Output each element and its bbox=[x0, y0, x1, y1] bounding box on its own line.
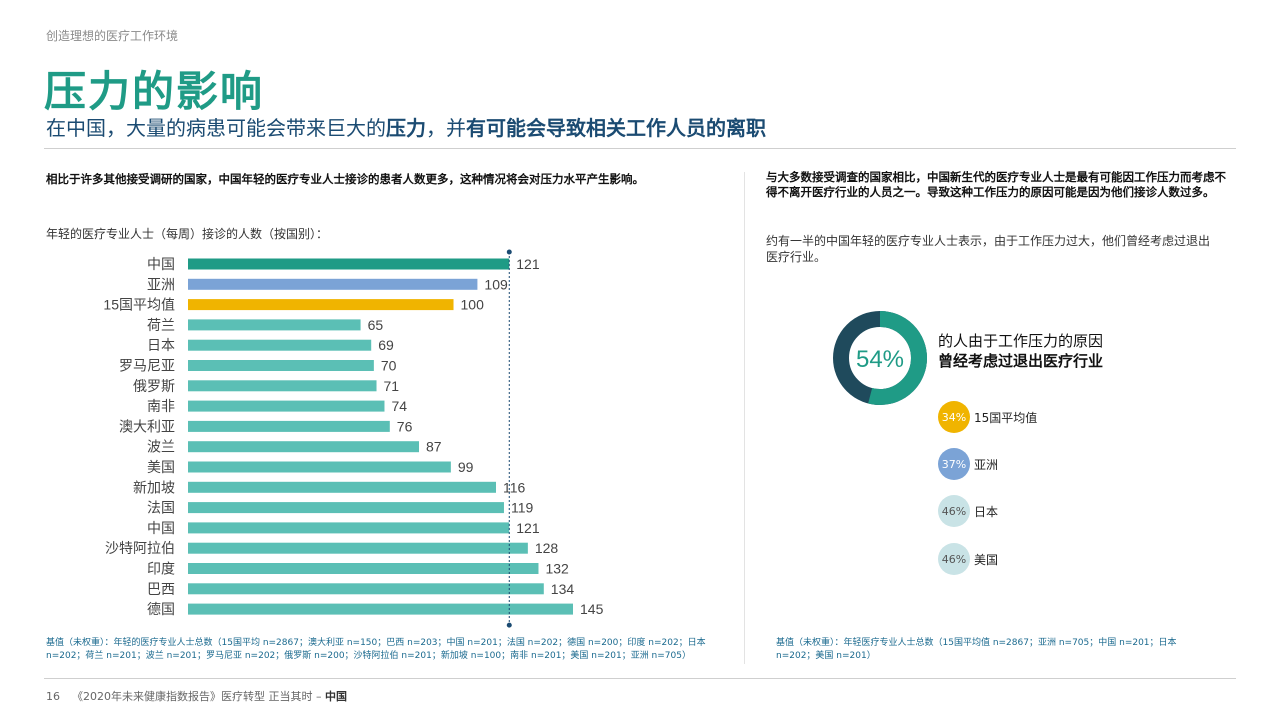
bar-category-label: 德国 bbox=[147, 601, 175, 617]
right-footnote: 基值（未权重）：年轻医疗专业人士总数（15国平均值 n=2867；亚洲 n=70… bbox=[776, 638, 1177, 661]
bar bbox=[188, 400, 385, 412]
bar-value-label: 116 bbox=[503, 479, 526, 495]
bar-value-label: 76 bbox=[397, 418, 413, 434]
right-intro: 与大多数接受调查的国家相比，中国新生代的医疗专业人士是最有可能因工作压力而考虑不… bbox=[766, 170, 1226, 199]
bar bbox=[188, 502, 504, 514]
donut-chart: 54% bbox=[833, 311, 927, 405]
section-label: 创造理想的医疗工作环境 bbox=[46, 29, 179, 43]
bar-category-label: 日本 bbox=[147, 337, 175, 353]
bar bbox=[188, 603, 573, 615]
bar-category-label: 中国 bbox=[147, 520, 175, 536]
bar bbox=[188, 522, 510, 534]
bar-value-label: 132 bbox=[545, 561, 569, 577]
bar-category-label: 巴西 bbox=[147, 581, 175, 597]
comparison-bubble: 46% bbox=[938, 543, 970, 575]
bar bbox=[188, 583, 544, 595]
bar-category-label: 亚洲 bbox=[147, 276, 175, 292]
comparison-bubble: 34% bbox=[938, 401, 970, 433]
bar bbox=[188, 299, 454, 311]
bar-value-label: 119 bbox=[511, 500, 534, 516]
bar-value-label: 74 bbox=[391, 398, 407, 414]
bar-category-label: 新加坡 bbox=[133, 479, 175, 495]
bar bbox=[188, 563, 539, 574]
comparison-row: 46% 日本 bbox=[938, 494, 998, 528]
page-number: 16 bbox=[46, 690, 60, 703]
donut-value: 54% bbox=[856, 346, 904, 373]
bar bbox=[188, 360, 374, 371]
bar-category-label: 沙特阿拉伯 bbox=[105, 540, 175, 556]
bar-value-label: 100 bbox=[461, 297, 485, 313]
bar-category-label: 俄罗斯 bbox=[133, 378, 175, 394]
left-footnote: 基值（未权重）：年轻的医疗专业人士总数（15国平均 n=2867；澳大利亚 n=… bbox=[46, 638, 706, 661]
left-intro: 相比于许多其他接受调研的国家，中国年轻的医疗专业人士接诊的患者人数更多，这种情况… bbox=[46, 172, 644, 186]
bar-value-label: 121 bbox=[516, 256, 540, 272]
comparison-label: 15国平均值 bbox=[974, 410, 1038, 425]
subtitle-part2: ，并 bbox=[426, 116, 466, 140]
bar bbox=[188, 339, 372, 351]
comparison-bubble: 46% bbox=[938, 495, 970, 527]
bar-category-label: 印度 bbox=[147, 561, 175, 577]
top-divider bbox=[44, 148, 1236, 149]
bar-value-label: 128 bbox=[535, 540, 559, 556]
reference-line-cap bbox=[506, 249, 512, 255]
bar-category-label: 美国 bbox=[147, 459, 175, 475]
footer-country: 中国 bbox=[325, 690, 347, 703]
bar bbox=[188, 542, 528, 554]
bar bbox=[188, 278, 478, 290]
page-footer: 16 《2020年未来健康指数报告》医疗转型 正当其时 – 中国 bbox=[46, 688, 347, 704]
bar bbox=[188, 420, 390, 432]
report-title: 《2020年未来健康指数报告》医疗转型 正当其时 – bbox=[72, 690, 322, 703]
bar-category-label: 南非 bbox=[147, 398, 175, 414]
comparison-label: 日本 bbox=[974, 504, 999, 519]
bar-category-label: 中国 bbox=[147, 256, 175, 272]
subtitle-part1: 在中国，大量的病患可能会带来巨大的 bbox=[46, 116, 386, 140]
bottom-divider bbox=[44, 678, 1236, 679]
donut-arc bbox=[833, 311, 927, 405]
bar-category-label: 波兰 bbox=[147, 439, 175, 455]
comparison-label: 美国 bbox=[974, 552, 999, 567]
bar-category-label: 法国 bbox=[147, 500, 175, 516]
chart-caption: 年轻的医疗专业人士（每周）接诊的人数（按国别）： bbox=[46, 227, 329, 241]
right-paragraph: 约有一半的中国年轻的医疗专业人士表示，由于工作压力过大，他们曾经考虑过退出医疗行… bbox=[766, 234, 1211, 264]
bar-value-label: 121 bbox=[516, 520, 540, 536]
donut-text-plain: 的人由于工作压力的原因 bbox=[938, 332, 1104, 350]
page-title: 压力的影响 bbox=[44, 67, 265, 116]
subtitle-bold1: 压力 bbox=[386, 116, 426, 140]
bar-value-label: 65 bbox=[368, 317, 384, 333]
bar bbox=[188, 441, 419, 453]
bar-chart: 中国 121 亚洲 109 15国平均值 100 荷兰 65 日本 69 罗马尼亚 70 俄罗斯 71 南非… bbox=[103, 249, 604, 628]
bar-value-label: 134 bbox=[551, 581, 575, 597]
reference-line-cap bbox=[506, 622, 512, 628]
bar bbox=[188, 461, 451, 473]
comparison-label: 亚洲 bbox=[974, 457, 999, 472]
bar-value-label: 69 bbox=[378, 337, 394, 353]
donut-text-bold: 曾经考虑过退出医疗行业 bbox=[938, 352, 1104, 370]
bar-category-label: 荷兰 bbox=[147, 317, 175, 333]
comparison-bubble: 37% bbox=[938, 448, 970, 480]
bar bbox=[188, 319, 361, 331]
comparison-row: 46% 美国 bbox=[938, 542, 998, 576]
bar-category-label: 罗马尼亚 bbox=[119, 358, 175, 374]
bar-category-label: 澳大利亚 bbox=[119, 418, 175, 434]
subtitle-bold2: 有可能会导致相关工作人员的离职 bbox=[466, 116, 766, 140]
bar-category-label: 15国平均值 bbox=[103, 297, 175, 313]
bar-value-label: 109 bbox=[484, 276, 508, 292]
bar-value-label: 70 bbox=[381, 358, 397, 374]
column-divider bbox=[744, 172, 745, 664]
bar bbox=[188, 481, 496, 493]
page-subtitle: 在中国，大量的病患可能会带来巨大的压力，并有可能会导致相关工作人员的离职 bbox=[46, 112, 766, 141]
bar bbox=[188, 380, 377, 392]
bar-value-label: 99 bbox=[458, 459, 474, 475]
bar bbox=[188, 258, 510, 270]
donut-text: 的人由于工作压力的原因曾经考虑过退出医疗行业 bbox=[938, 331, 1108, 371]
comparison-row: 34% 15国平均值 bbox=[938, 400, 1037, 434]
bar-value-label: 71 bbox=[384, 378, 400, 394]
bar-value-label: 87 bbox=[426, 439, 442, 455]
bar-value-label: 145 bbox=[580, 601, 604, 617]
comparison-row: 37% 亚洲 bbox=[938, 447, 998, 481]
